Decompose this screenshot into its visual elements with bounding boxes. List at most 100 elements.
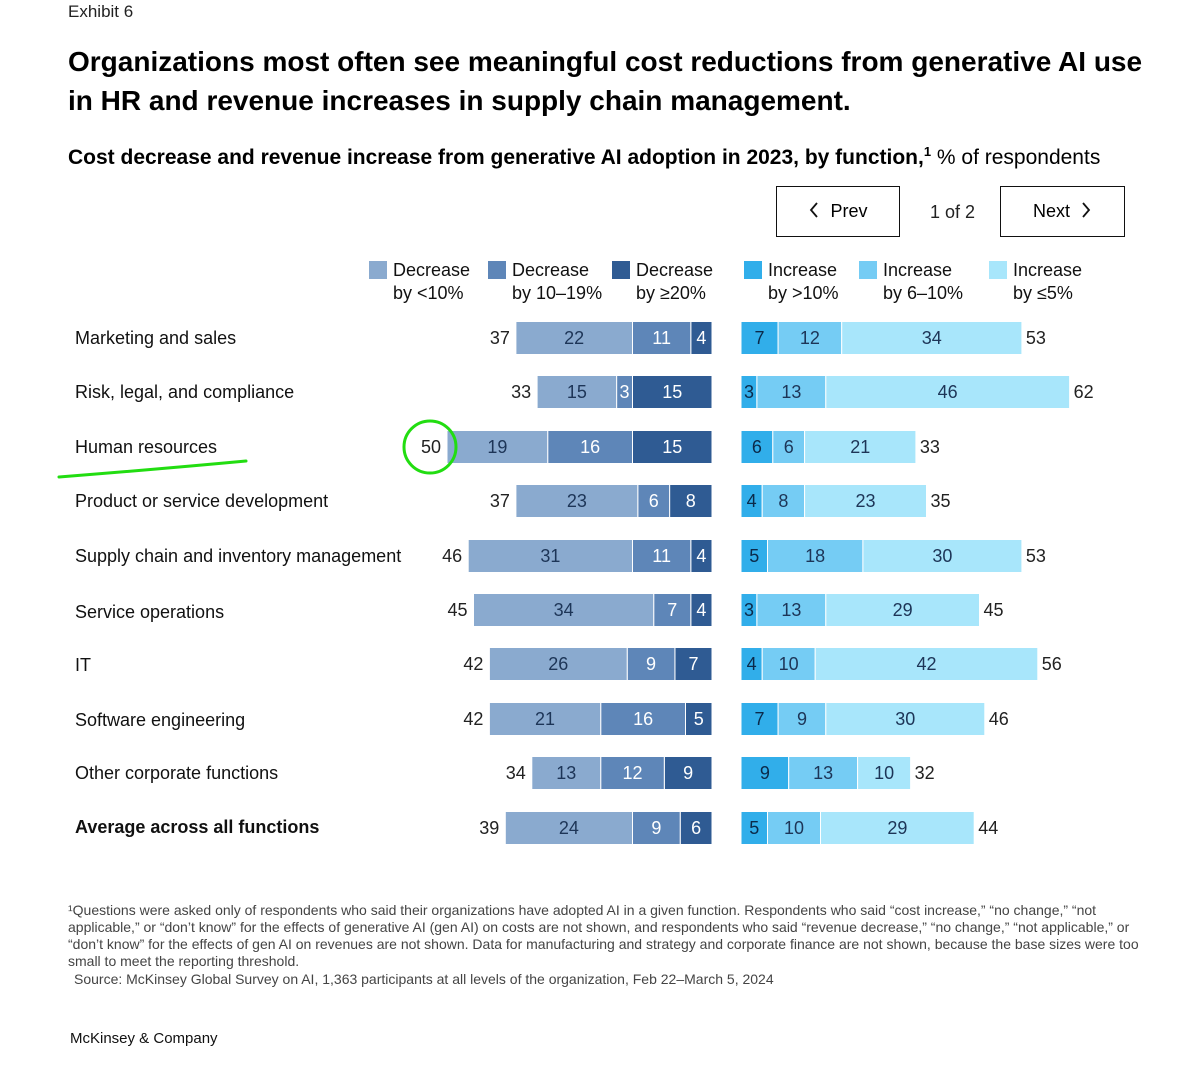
brand-logo: McKinsey & Company [70, 1030, 218, 1047]
decrease-total-label: 34 [506, 763, 526, 783]
increase-bar-seg [825, 593, 980, 627]
legend-swatch [989, 261, 1007, 279]
decrease-value-label: 6 [691, 818, 701, 838]
legend-line-1: Decrease [393, 260, 471, 280]
increase-value-label: 10 [874, 763, 894, 783]
legend-line-1: Increase [1013, 260, 1083, 280]
increase-total-label: 32 [915, 763, 935, 783]
increase-value-label: 9 [760, 763, 770, 783]
decrease-value-label: 15 [662, 382, 682, 402]
decrease-bar-seg [446, 430, 549, 464]
legend-line-2: by ≥20% [636, 283, 706, 303]
row-label-marketing: Marketing and sales [75, 328, 237, 348]
decrease-value-label: 11 [652, 546, 671, 566]
row-label-software: Software engineering [75, 710, 246, 730]
legend-increase-6-10: Increase by 6–10% [859, 259, 963, 305]
row-label-average: Average across all functions [75, 817, 320, 837]
decrease-value-label: 15 [567, 382, 587, 402]
decrease-value-label: 13 [556, 763, 576, 783]
row-label-hr: Human resources [75, 437, 218, 457]
legend-swatch [369, 261, 387, 279]
legend-line-2: by 10–19% [512, 283, 603, 303]
legend-swatch [744, 261, 762, 279]
circle-annotation [402, 419, 458, 475]
increase-total-label: 62 [1074, 382, 1094, 402]
increase-bar-seg [761, 484, 806, 518]
increase-bar-seg [857, 756, 912, 790]
increase-bar-seg [862, 539, 1023, 573]
increase-bar-seg [820, 811, 975, 845]
increase-value-label: 13 [813, 763, 833, 783]
exhibit-label: Exhibit 6 [68, 2, 134, 21]
increase-value-label: 29 [893, 600, 913, 620]
legend-line-2: by 6–10% [883, 283, 964, 303]
increase-bar-seg [772, 430, 806, 464]
decrease-bar-seg [632, 375, 713, 409]
increase-bar-seg [756, 593, 827, 627]
next-label: Next [1032, 201, 1070, 221]
decrease-bar-seg [504, 811, 633, 845]
increase-value-label: 23 [856, 491, 876, 511]
row-label-risk: Risk, legal, and compliance [75, 382, 295, 402]
decrease-value-label: 9 [651, 818, 661, 838]
decrease-value-label: 8 [686, 491, 696, 511]
decrease-value-label: 23 [567, 491, 587, 511]
decrease-value-label: 4 [696, 546, 706, 566]
increase-value-label: 7 [755, 328, 765, 348]
increase-value-label: 29 [887, 818, 907, 838]
decrease-value-label: 11 [652, 328, 671, 348]
decrease-value-label: 4 [696, 600, 706, 620]
decrease-bar-seg [632, 539, 692, 573]
decrease-value-label: 12 [622, 763, 642, 783]
legend-decrease-10-19: Decrease by 10–19% [488, 259, 602, 305]
subtitle-units: % of respondents [931, 146, 1101, 169]
decrease-value-label: 34 [554, 600, 574, 620]
decrease-bar-seg [663, 756, 713, 790]
legend-decrease-ge20: Decrease by ≥20% [612, 259, 713, 305]
decrease-value-label: 15 [662, 437, 682, 457]
next-button[interactable]: Next [1000, 186, 1125, 237]
increase-bar-seg [756, 375, 827, 409]
increase-bar-seg [767, 539, 864, 573]
legend-line-2: by >10% [768, 283, 839, 303]
decrease-bar-seg [488, 647, 628, 681]
subtitle-main: Cost decrease and revenue increase from … [68, 146, 924, 169]
chart-subtitle: Cost decrease and revenue increase from … [68, 144, 1100, 170]
increase-bar-seg [825, 702, 986, 736]
increase-value-label: 18 [805, 546, 825, 566]
legend-line-1: Increase [883, 260, 953, 280]
increase-value-label: 10 [779, 654, 799, 674]
hr-underline-annotation [57, 459, 248, 479]
legend-line-1: Decrease [636, 260, 714, 280]
legend-increase-gt10: Increase by >10% [744, 259, 839, 305]
legend-swatch [488, 261, 506, 279]
prev-label: Prev [830, 201, 868, 221]
increase-bar-seg [814, 647, 1039, 681]
chevron-left-icon [808, 201, 820, 222]
increase-value-label: 5 [749, 546, 759, 566]
increase-total-label: 53 [1026, 546, 1046, 566]
decrease-value-label: 7 [667, 600, 677, 620]
decrease-bar-seg [626, 647, 676, 681]
decrease-bar-seg [488, 702, 602, 736]
increase-value-label: 6 [784, 437, 794, 457]
source-note: Source: McKinsey Global Survey on AI, 1,… [74, 971, 774, 987]
decrease-value-label: 6 [649, 491, 659, 511]
decrease-value-label: 4 [696, 328, 706, 348]
decrease-value-label: 9 [683, 763, 693, 783]
increase-value-label: 42 [916, 654, 936, 674]
increase-bar-seg [767, 811, 821, 845]
decrease-value-label: 24 [559, 818, 579, 838]
decrease-total-label: 33 [511, 382, 531, 402]
legend-line-2: by <10% [393, 283, 464, 303]
row-label-other-corporate: Other corporate functions [75, 763, 279, 783]
prev-button[interactable]: Prev [776, 186, 900, 237]
chart-title: Organizations most often see meaningful … [68, 46, 1143, 116]
increase-value-label: 34 [922, 328, 942, 348]
decrease-value-label: 19 [487, 437, 507, 457]
increase-total-label: 56 [1042, 654, 1062, 674]
legend-line-2: by ≤5% [1013, 283, 1073, 303]
increase-bar-seg [841, 321, 1023, 355]
increase-bar-seg [804, 484, 927, 518]
